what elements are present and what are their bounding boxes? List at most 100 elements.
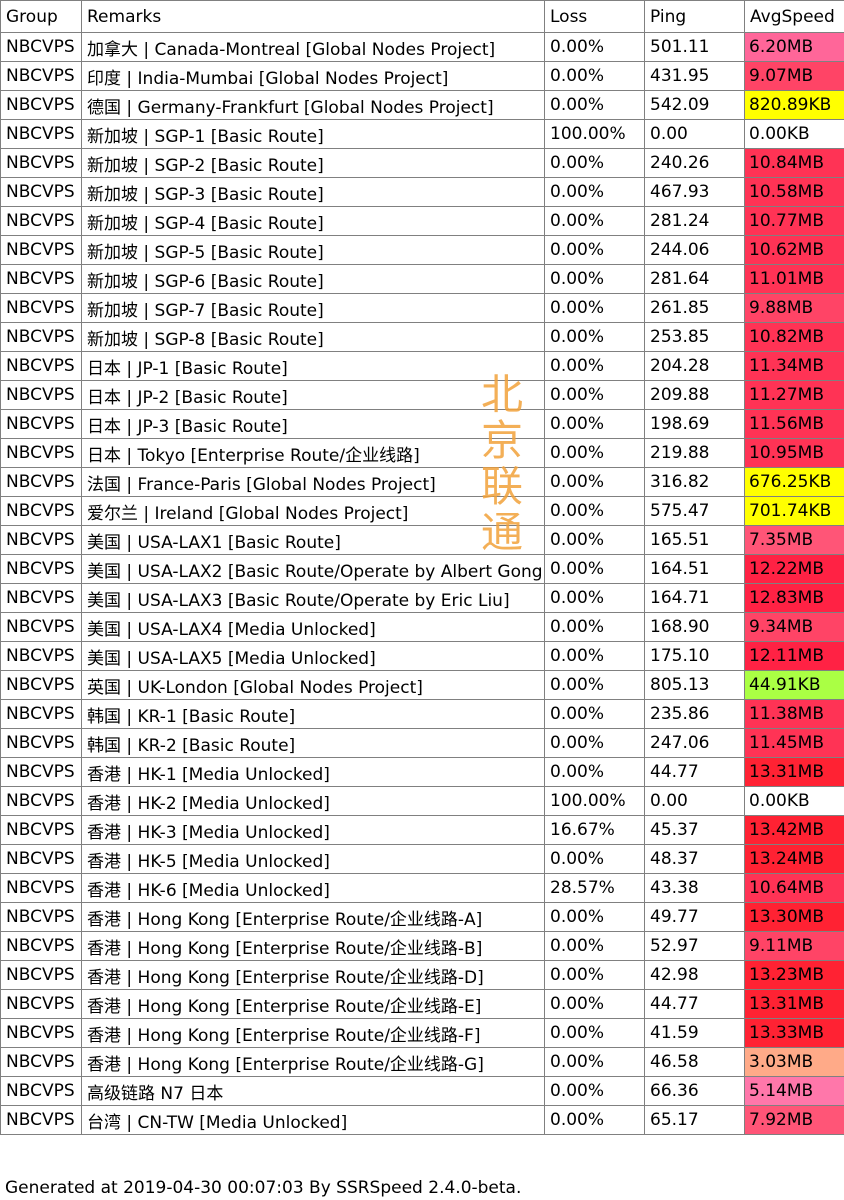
cell-remarks: 新加坡 | SGP-8 [Basic Route] [81, 322, 545, 352]
cell-avgspeed: 13.24MB [744, 844, 844, 874]
cell-loss: 0.00% [544, 380, 645, 410]
cell-group: NBCVPS [0, 931, 82, 961]
cell-group: NBCVPS [0, 1076, 82, 1106]
cell-loss: 0.00% [544, 1105, 645, 1135]
cell-avgspeed: 7.92MB [744, 1105, 844, 1135]
cell-remarks: 新加坡 | SGP-7 [Basic Route] [81, 293, 545, 323]
cell-avgspeed: 9.88MB [744, 293, 844, 323]
cell-remarks: 韩国 | KR-2 [Basic Route] [81, 728, 545, 758]
table-row: NBCVPS 香港 | HK-3 [Media Unlocked] 16.67% 45… [0, 815, 844, 845]
cell-avgspeed: 13.33MB [744, 1018, 844, 1048]
cell-avgspeed: 11.34MB [744, 351, 844, 381]
cell-remarks: 日本 | Tokyo [Enterprise Route/企业线路] [81, 438, 545, 468]
cell-loss: 0.00% [544, 583, 645, 613]
table-row: NBCVPS 香港 | Hong Kong [Enterprise Route/企… [0, 902, 844, 932]
table-row: NBCVPS 香港 | HK-1 [Media Unlocked] 0.00% 44.… [0, 757, 844, 787]
cell-group: NBCVPS [0, 235, 82, 265]
cell-group: NBCVPS [0, 438, 82, 468]
table-row: NBCVPS 香港 | Hong Kong [Enterprise Route/企… [0, 931, 844, 961]
cell-group: NBCVPS [0, 525, 82, 555]
cell-group: NBCVPS [0, 1047, 82, 1077]
cell-loss: 0.00% [544, 612, 645, 642]
table-row: NBCVPS 香港 | Hong Kong [Enterprise Route/企… [0, 960, 844, 990]
cell-remarks: 香港 | Hong Kong [Enterprise Route/企业线路-B] [81, 931, 545, 961]
cell-ping: 175.10 [644, 641, 745, 671]
cell-avgspeed: 11.01MB [744, 264, 844, 294]
cell-remarks: 香港 | Hong Kong [Enterprise Route/企业线路-D] [81, 960, 545, 990]
cell-ping: 805.13 [644, 670, 745, 700]
cell-remarks: 香港 | Hong Kong [Enterprise Route/企业线路-E] [81, 989, 545, 1019]
cell-remarks: 日本 | JP-2 [Basic Route] [81, 380, 545, 410]
cell-ping: 164.71 [644, 583, 745, 613]
cell-ping: 542.09 [644, 90, 745, 120]
cell-loss: 0.00% [544, 32, 645, 62]
cell-loss: 28.57% [544, 873, 645, 903]
cell-loss: 0.00% [544, 61, 645, 91]
table-row: NBCVPS 韩国 | KR-2 [Basic Route] 0.00% 247.06… [0, 728, 844, 758]
cell-group: NBCVPS [0, 583, 82, 613]
cell-loss: 0.00% [544, 264, 645, 294]
cell-ping: 575.47 [644, 496, 745, 526]
cell-group: NBCVPS [0, 728, 82, 758]
cell-avgspeed: 11.38MB [744, 699, 844, 729]
cell-ping: 467.93 [644, 177, 745, 207]
cell-group: NBCVPS [0, 554, 82, 584]
cell-group: NBCVPS [0, 293, 82, 323]
cell-avgspeed: 12.11MB [744, 641, 844, 671]
cell-group: NBCVPS [0, 119, 82, 149]
cell-loss: 100.00% [544, 786, 645, 816]
table-row: NBCVPS 日本 | JP-2 [Basic Route] 0.00% 209.88… [0, 380, 844, 410]
table-row: NBCVPS 香港 | Hong Kong [Enterprise Route/企… [0, 1047, 844, 1077]
cell-ping: 244.06 [644, 235, 745, 265]
cell-group: NBCVPS [0, 670, 82, 700]
cell-remarks: 香港 | HK-2 [Media Unlocked] [81, 786, 545, 816]
cell-ping: 209.88 [644, 380, 745, 410]
cell-loss: 0.00% [544, 409, 645, 439]
cell-remarks: 香港 | HK-3 [Media Unlocked] [81, 815, 545, 845]
cell-ping: 43.38 [644, 873, 745, 903]
cell-avgspeed: 676.25KB [744, 467, 844, 497]
table-row: NBCVPS 日本 | JP-1 [Basic Route] 0.00% 204.28… [0, 351, 844, 381]
cell-loss: 100.00% [544, 119, 645, 149]
cell-ping: 281.24 [644, 206, 745, 236]
cell-avgspeed: 7.35MB [744, 525, 844, 555]
cell-group: NBCVPS [0, 844, 82, 874]
cell-loss: 0.00% [544, 757, 645, 787]
cell-remarks: 香港 | HK-6 [Media Unlocked] [81, 873, 545, 903]
header-row: Group Remarks Loss Ping AvgSpeed [0, 0, 844, 33]
cell-avgspeed: 13.31MB [744, 757, 844, 787]
table-row: NBCVPS 新加坡 | SGP-7 [Basic Route] 0.00% 261.… [0, 293, 844, 323]
cell-ping: 281.64 [644, 264, 745, 294]
cell-remarks: 新加坡 | SGP-2 [Basic Route] [81, 148, 545, 178]
table-row: NBCVPS 日本 | Tokyo [Enterprise Route/企业线路]… [0, 438, 844, 468]
cell-ping: 44.77 [644, 757, 745, 787]
cell-group: NBCVPS [0, 641, 82, 671]
cell-ping: 316.82 [644, 467, 745, 497]
cell-ping: 52.97 [644, 931, 745, 961]
cell-loss: 0.00% [544, 844, 645, 874]
table-row: NBCVPS 日本 | JP-3 [Basic Route] 0.00% 198.69… [0, 409, 844, 439]
cell-ping: 41.59 [644, 1018, 745, 1048]
cell-ping: 204.28 [644, 351, 745, 381]
header-avgspeed: AvgSpeed [744, 0, 844, 33]
table-row: NBCVPS 美国 | USA-LAX4 [Media Unlocked] 0.00… [0, 612, 844, 642]
cell-group: NBCVPS [0, 322, 82, 352]
cell-ping: 501.11 [644, 32, 745, 62]
table-row: NBCVPS 香港 | HK-5 [Media Unlocked] 0.00% 48.… [0, 844, 844, 874]
table-row: NBCVPS 美国 | USA-LAX1 [Basic Route] 0.00% 16… [0, 525, 844, 555]
table-row: NBCVPS 印度 | India-Mumbai [Global Nodes Pr… [0, 61, 844, 91]
cell-loss: 0.00% [544, 293, 645, 323]
cell-group: NBCVPS [0, 902, 82, 932]
cell-group: NBCVPS [0, 409, 82, 439]
cell-remarks: 新加坡 | SGP-5 [Basic Route] [81, 235, 545, 265]
cell-avgspeed: 0.00KB [744, 119, 844, 149]
cell-ping: 0.00 [644, 786, 745, 816]
cell-remarks: 韩国 | KR-1 [Basic Route] [81, 699, 545, 729]
cell-avgspeed: 13.23MB [744, 960, 844, 990]
table-row: NBCVPS 爱尔兰 | Ireland [Global Nodes Projec… [0, 496, 844, 526]
cell-avgspeed: 11.27MB [744, 380, 844, 410]
cell-remarks: 爱尔兰 | Ireland [Global Nodes Project] [81, 496, 545, 526]
cell-remarks: 高级链路 N7 日本 [81, 1076, 545, 1106]
cell-avgspeed: 820.89KB [744, 90, 844, 120]
header-group: Group [0, 0, 82, 33]
